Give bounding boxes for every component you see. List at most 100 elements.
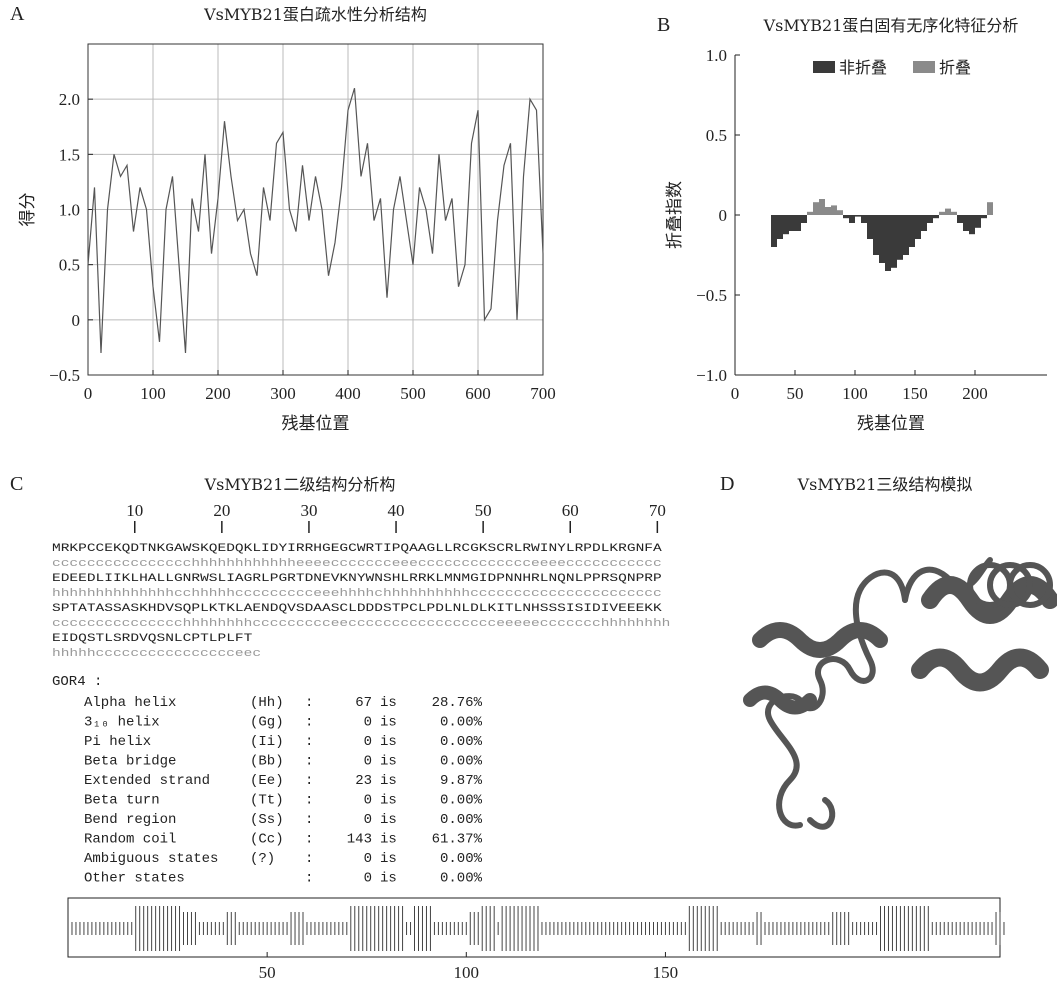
- data-line: [88, 88, 543, 353]
- x-tick-label: 400: [335, 384, 361, 403]
- bar: [837, 210, 843, 215]
- strip-tick-label: 100: [454, 963, 480, 982]
- bar: [903, 215, 909, 255]
- stat-cell: 0: [364, 851, 372, 867]
- bar: [963, 215, 969, 231]
- bar: [975, 215, 981, 228]
- stat-cell: is: [380, 773, 397, 789]
- y-tick-label: 1.0: [59, 201, 80, 220]
- stat-cell: 3₁₀ helix: [84, 715, 160, 731]
- stat-cell: :: [305, 851, 313, 867]
- bar: [849, 215, 855, 223]
- stat-cell: 28.76%: [432, 695, 483, 711]
- y-tick-label: 0: [72, 311, 81, 330]
- chart-title: VsMYB21蛋白固有无序化特征分析: [763, 16, 1019, 35]
- bar: [945, 209, 951, 215]
- bar: [891, 215, 897, 268]
- sequence-line: MRKPCCEKQDTNKGAWSKQEDQKLIDYIRRHGEGCWRTIP…: [52, 543, 662, 555]
- sequence-line: EDEEDLIIKLHALLGNRWSLIAGRLPGRTDNEVKNYWNSH…: [52, 573, 662, 585]
- y-tick-label: 0.5: [59, 256, 80, 275]
- stat-cell: 0.00%: [440, 871, 483, 887]
- stat-cell: 143: [347, 832, 372, 848]
- stat-cell: Pi helix: [84, 734, 151, 750]
- y-tick-label: 0: [719, 206, 728, 225]
- bar: [885, 215, 891, 271]
- bar: [813, 202, 819, 215]
- bar: [771, 215, 777, 247]
- y-tick-label: 1.0: [706, 46, 727, 65]
- y-axis-label: 得分: [18, 193, 38, 227]
- stat-cell: :: [305, 773, 313, 789]
- bar: [915, 215, 921, 239]
- bar: [789, 215, 795, 231]
- panel-label: C: [10, 473, 23, 495]
- stat-cell: (?): [250, 851, 275, 867]
- x-tick-label: 200: [962, 384, 988, 403]
- bar: [855, 215, 861, 217]
- bar: [873, 215, 879, 255]
- figure: AVsMYB21蛋白疏水性分析结构−0.500.51.01.52.0010020…: [0, 0, 1057, 984]
- bar: [969, 215, 975, 234]
- legend-swatch: [913, 61, 935, 73]
- page: {"chart_data": [ {"type": "line", "panel…: [0, 0, 1057, 988]
- stat-cell: Alpha helix: [84, 695, 176, 711]
- x-tick-label: 0: [731, 384, 740, 403]
- y-tick-label: 1.5: [59, 145, 80, 164]
- stat-cell: is: [380, 871, 397, 887]
- x-axis-label: 残基位置: [282, 414, 350, 434]
- bar: [801, 215, 807, 223]
- stat-cell: is: [380, 851, 397, 867]
- x-tick-label: 50: [787, 384, 804, 403]
- stat-cell: 0.00%: [440, 734, 483, 750]
- stat-cell: (Ss): [250, 812, 284, 828]
- bar: [825, 207, 831, 215]
- bar: [861, 215, 867, 223]
- y-tick-label: −1.0: [696, 366, 727, 385]
- stat-cell: :: [305, 754, 313, 770]
- stat-cell: is: [380, 754, 397, 770]
- sequence-line: SPTATASSASKHDVSQPLKTKLAENDQVSDAASCLDDDST…: [52, 603, 662, 615]
- stat-cell: :: [305, 812, 313, 828]
- stat-cell: Other states: [84, 871, 185, 887]
- ruler-label: 60: [562, 501, 579, 520]
- stat-cell: :: [305, 734, 313, 750]
- stat-cell: 0: [364, 793, 372, 809]
- stat-cell: :: [305, 871, 313, 887]
- ruler-label: 30: [300, 501, 317, 520]
- stat-cell: 23: [355, 773, 372, 789]
- y-tick-label: −0.5: [696, 286, 727, 305]
- strip-tick-label: 50: [259, 963, 276, 982]
- x-tick-label: 600: [465, 384, 491, 403]
- stat-cell: 0: [364, 734, 372, 750]
- ruler-label: 70: [649, 501, 666, 520]
- ruler-label: 20: [213, 501, 230, 520]
- x-tick-label: 200: [205, 384, 231, 403]
- section-title: VsMYB21三级结构模拟: [797, 475, 973, 494]
- y-tick-label: 0.5: [706, 126, 727, 145]
- stat-cell: Beta turn: [84, 793, 160, 809]
- legend-label: 折叠: [939, 58, 971, 77]
- structure-line: hhhhhcccccccccccccccceec: [52, 648, 261, 660]
- panel-label: B: [657, 14, 670, 36]
- strip-tick-label: 150: [653, 963, 679, 982]
- structure-line: ccccccccccccccchhhhhhhhccccccccceecccccc…: [52, 618, 670, 630]
- bar: [981, 215, 987, 218]
- stat-cell: (Ee): [250, 773, 284, 789]
- stat-cell: 0.00%: [440, 851, 483, 867]
- bar: [987, 202, 993, 215]
- sequence-line: EIDQSTLSRDVQSNLCPTLPLFT: [52, 633, 253, 645]
- x-tick-label: 100: [140, 384, 166, 403]
- x-tick-label: 0: [84, 384, 93, 403]
- bar: [867, 215, 873, 239]
- stat-cell: :: [305, 832, 313, 848]
- panel-label: D: [720, 473, 734, 495]
- ruler-label: 10: [126, 501, 143, 520]
- bar: [783, 215, 789, 234]
- stat-cell: is: [380, 734, 397, 750]
- structure-line: hhhhhhhhhhhhhhcchhhhhccccccccceeehhhhchh…: [52, 588, 662, 600]
- y-tick-label: 2.0: [59, 90, 80, 109]
- stat-cell: is: [380, 715, 397, 731]
- chart-title: VsMYB21蛋白疏水性分析结构: [203, 5, 427, 24]
- bar: [921, 215, 927, 231]
- stat-cell: 0: [364, 871, 372, 887]
